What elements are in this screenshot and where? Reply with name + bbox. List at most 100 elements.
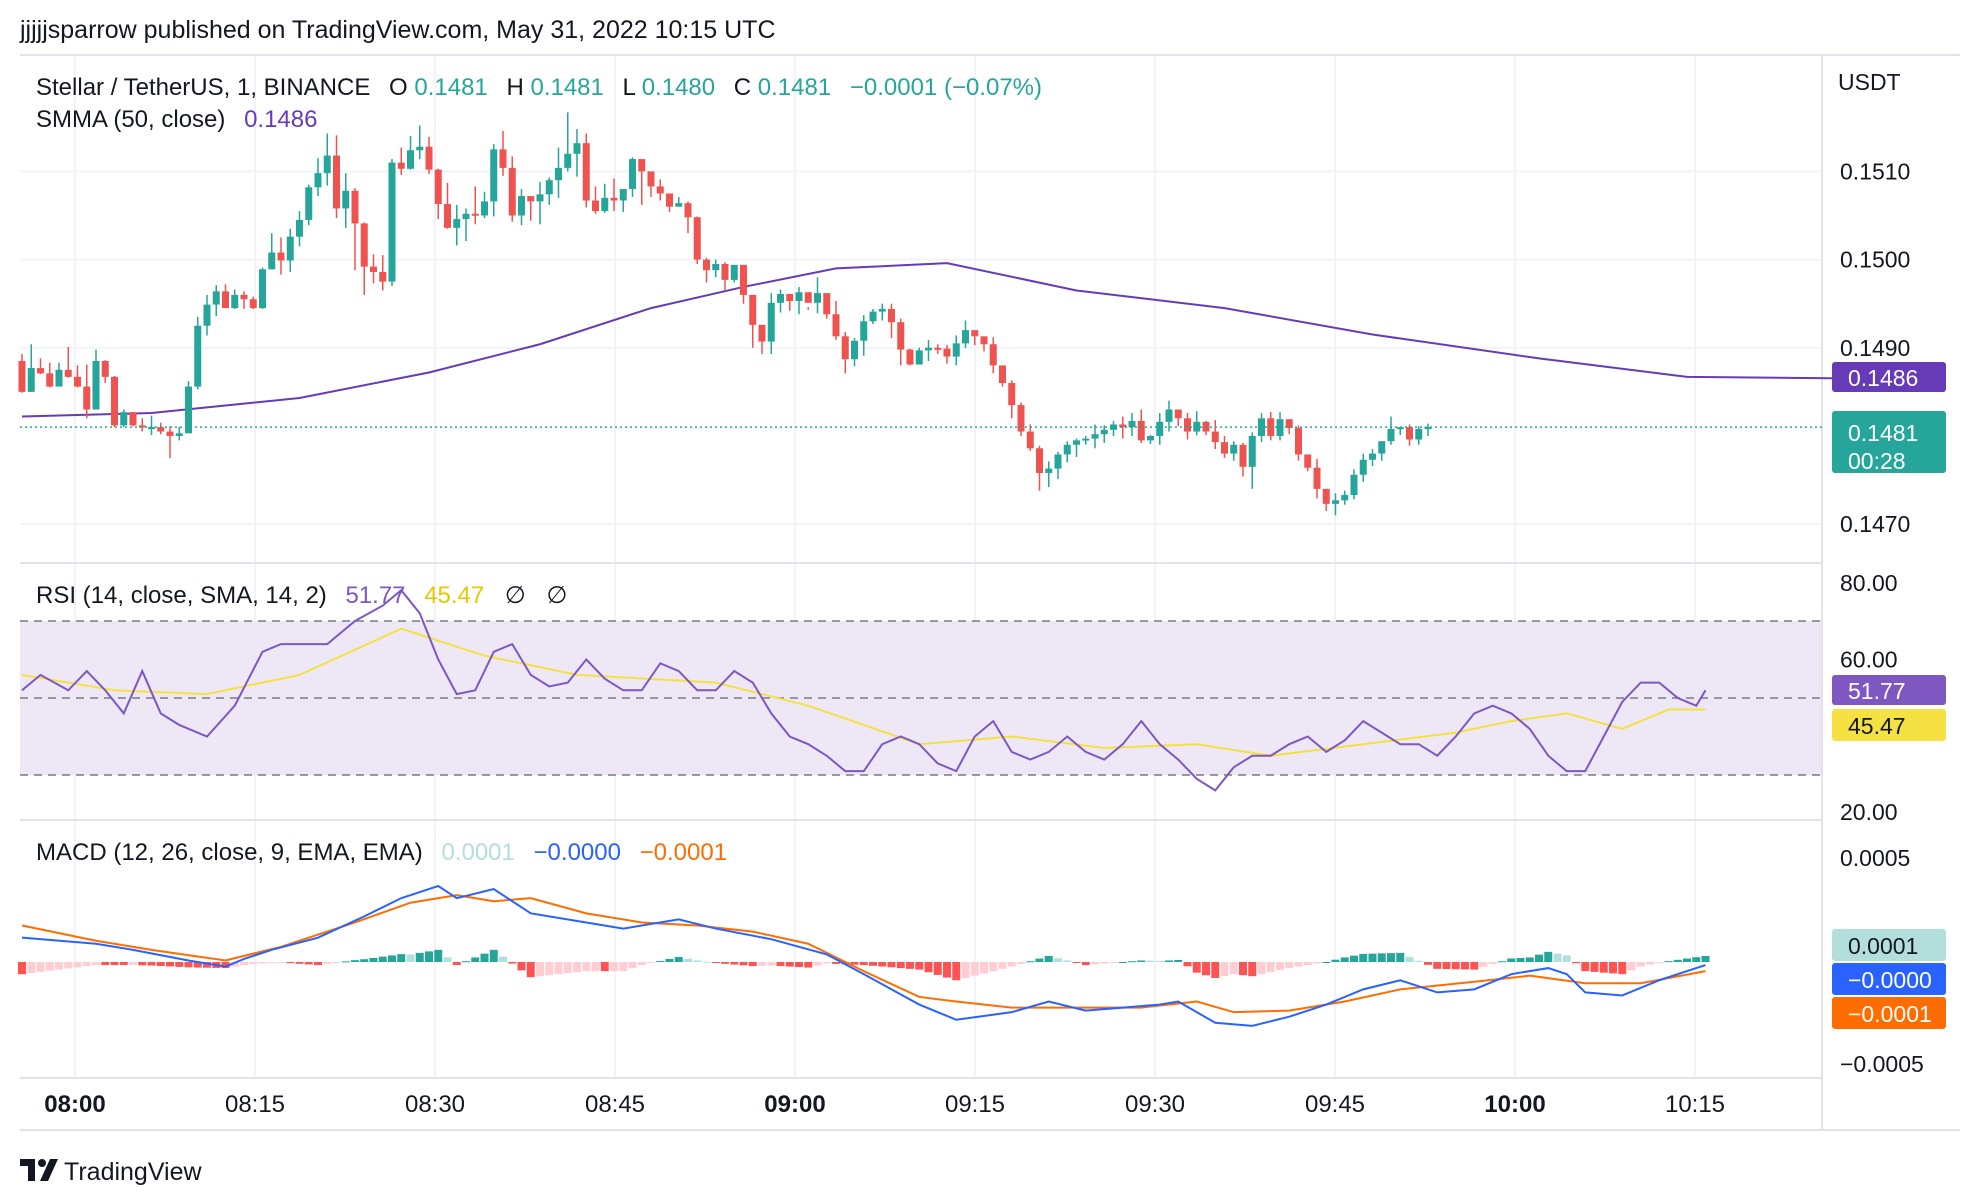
macd-histogram-bar — [1636, 962, 1645, 967]
candle-body — [397, 162, 405, 169]
macd-histogram-bar — [397, 954, 406, 962]
candle-body — [721, 264, 729, 280]
macd-axis-tag-bg — [1832, 963, 1946, 995]
macd-histogram-bar — [804, 962, 813, 968]
macd-histogram-bar — [924, 962, 933, 973]
macd-histogram-bar — [480, 953, 489, 962]
macd-histogram-bar — [156, 962, 165, 966]
candle-body — [795, 292, 803, 302]
macd-histogram-bar — [1155, 960, 1164, 962]
candle-body — [120, 412, 128, 426]
macd-histogram-bar — [452, 962, 461, 966]
candle-body — [1285, 419, 1293, 429]
macd-histogram-bar — [425, 951, 433, 962]
axes: 08:00 08:15 08:30 08:45 09:00 09:15 09:30 09:45… — [44, 158, 1923, 1118]
macd-histogram-bar — [702, 961, 711, 963]
candle-body — [1054, 454, 1062, 469]
candle-body — [92, 361, 100, 410]
candle-body — [351, 190, 359, 224]
candle-body — [712, 264, 720, 271]
candle-body — [129, 412, 137, 426]
candle-body — [952, 343, 960, 357]
smma-value: 0.1486 — [244, 106, 317, 133]
x-tick-label: 10:00 — [1484, 1091, 1545, 1118]
macd-histogram-bar — [758, 962, 766, 966]
x-tick-label: 09:30 — [1125, 1091, 1185, 1118]
candle-body — [1248, 435, 1256, 467]
macd-value: −0.0000 — [534, 839, 621, 866]
macd-histogram-bar — [378, 956, 387, 962]
macd-histogram-bar — [1525, 957, 1534, 962]
macd-histogram-bar — [1257, 962, 1266, 975]
macd-histogram-bar — [203, 962, 211, 968]
macd-histogram-bar — [314, 962, 322, 966]
macd-hist-axis-tag: 0.0001 — [1848, 933, 1918, 959]
macd-histogram-bar — [785, 962, 794, 967]
candle-body — [906, 349, 914, 365]
candle-body — [203, 304, 211, 326]
candle-body — [832, 314, 840, 337]
macd-histogram-bar — [1044, 955, 1053, 962]
close-label: C — [734, 74, 751, 101]
candle-body — [1221, 442, 1228, 454]
macd-histogram-bar — [1701, 955, 1710, 962]
candle-body — [1119, 424, 1127, 428]
signal-axis-tag: −0.0001 — [1848, 1001, 1932, 1027]
change-value: −0.0001 (−0.07%) — [850, 74, 1042, 101]
na-value-1: ∅ — [505, 582, 526, 609]
candle-body — [536, 194, 544, 202]
macd-histogram-bar — [665, 958, 674, 962]
macd-histogram-bar — [1359, 953, 1368, 962]
candle-body — [999, 365, 1006, 384]
macd-hist-value: 0.0001 — [441, 839, 514, 866]
macd-histogram-bar — [1294, 962, 1303, 967]
candle-body — [1128, 420, 1136, 428]
candle-body — [601, 197, 609, 212]
candle-body — [1387, 428, 1395, 442]
macd-histogram-bar — [119, 962, 128, 966]
macd-histogram-bar — [406, 954, 415, 962]
macd-histogram-bar — [933, 962, 942, 975]
candle-body — [804, 292, 812, 303]
macd-histogram-bar — [230, 962, 239, 967]
macd-histogram-bar — [45, 962, 54, 971]
candle-body — [18, 361, 26, 392]
macd-histogram-bar — [286, 962, 295, 964]
macd-histogram-bar — [711, 962, 720, 964]
candle-body — [83, 386, 91, 410]
candle-body — [407, 150, 414, 169]
macd-histogram-bar — [73, 962, 82, 968]
rsi-legend: RSI (14, close, SMA, 14, 2) 51.77 45.47 … — [36, 582, 567, 609]
macd-histogram-bar — [462, 961, 470, 963]
macd-histogram-bar — [415, 952, 424, 962]
candle-body — [37, 368, 44, 374]
macd-histogram-bar — [1498, 961, 1506, 963]
macd-histogram-bar — [1609, 962, 1617, 974]
candle-body — [878, 308, 886, 312]
macd-histogram-bar — [92, 962, 100, 966]
macd-histogram-bar — [1692, 957, 1701, 962]
macd-histogram-bar — [767, 962, 776, 966]
candle-body — [434, 169, 442, 205]
macd-histogram-bar — [1248, 962, 1257, 977]
macd-histogram-bar — [1377, 953, 1386, 962]
smma-legend: SMMA (50, close) 0.1486 — [36, 106, 317, 133]
macd-histogram-bar — [647, 962, 655, 964]
macd-label: MACD (12, 26, close, 9, EMA, EMA) — [36, 839, 423, 866]
macd-histogram-bar — [1239, 962, 1247, 976]
macd-histogram-bar — [1026, 961, 1035, 963]
macd-histogram-bar — [906, 962, 914, 969]
candle-body — [379, 271, 387, 282]
open-label: O — [389, 74, 408, 101]
macd-histogram-bar — [240, 962, 248, 966]
x-tick-label: 09:45 — [1305, 1091, 1365, 1118]
macd-histogram-bar — [1081, 962, 1090, 966]
macd-legend: MACD (12, 26, close, 9, EMA, EMA) 0.0001… — [36, 839, 727, 866]
macd-histogram-bar — [1146, 960, 1155, 962]
candle-body — [64, 369, 72, 377]
candle-body — [851, 340, 858, 360]
macd-histogram-bar — [896, 962, 905, 969]
candle-body — [638, 159, 646, 172]
candle-body — [1036, 448, 1043, 473]
